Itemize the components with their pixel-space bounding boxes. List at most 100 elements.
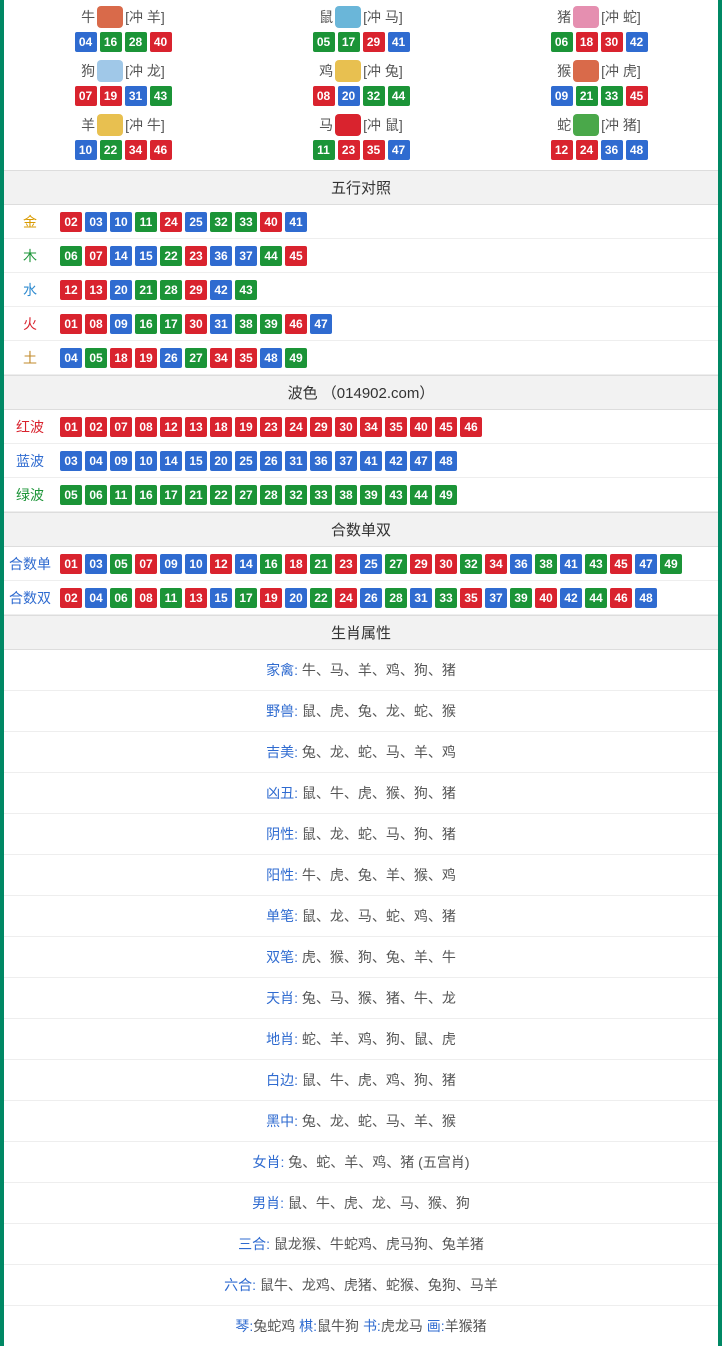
attr-label: 男肖: [252, 1195, 284, 1211]
attr-row: 六合: 鼠牛、龙鸡、虎猪、蛇猴、兔狗、马羊 [4, 1265, 718, 1306]
attr-label: 书: [363, 1318, 381, 1334]
number-badge: 10 [185, 554, 207, 574]
number-badge: 28 [260, 485, 282, 505]
number-badge: 46 [285, 314, 307, 334]
number-badge: 42 [560, 588, 582, 608]
zodiac-conflict: [冲 虎] [601, 61, 641, 81]
number-badge: 04 [75, 32, 97, 52]
row-label: 蓝波 [4, 451, 56, 471]
number-badge: 35 [460, 588, 482, 608]
number-badge: 05 [60, 485, 82, 505]
attr-text: 兔、龙、蛇、马、羊、鸡 [298, 744, 456, 760]
zodiac-animal-icon [573, 6, 599, 28]
number-badge: 04 [85, 451, 107, 471]
attr-text: 虎龙马 [381, 1318, 427, 1334]
number-badge: 34 [210, 348, 232, 368]
zodiac-title: 鼠[冲 马] [242, 6, 480, 28]
attr-row: 三合: 鼠龙猴、牛蛇鸡、虎马狗、兔羊猪 [4, 1224, 718, 1265]
number-badge: 31 [125, 86, 147, 106]
number-badge: 10 [75, 140, 97, 160]
number-badge: 43 [585, 554, 607, 574]
attr-label: 琴: [235, 1318, 253, 1334]
zodiac-numbers: 08203244 [242, 86, 480, 106]
zodiac-name: 马 [319, 115, 333, 135]
number-badge: 05 [313, 32, 335, 52]
attr-text: 牛、虎、兔、羊、猴、鸡 [298, 867, 456, 883]
zodiac-animal-icon [573, 114, 599, 136]
table-row: 金02031011242532334041 [4, 205, 718, 239]
attr-label: 阴性: [266, 826, 298, 842]
attr-row: 家禽: 牛、马、羊、鸡、狗、猪 [4, 650, 718, 691]
number-badge: 13 [85, 280, 107, 300]
page-container: 牛[冲 羊]04162840鼠[冲 马]05172941猪[冲 蛇]061830… [0, 0, 722, 1346]
number-badge: 25 [185, 212, 207, 232]
number-badge: 06 [551, 32, 573, 52]
number-badge: 46 [610, 588, 632, 608]
number-badge: 45 [626, 86, 648, 106]
zodiac-numbers: 06183042 [480, 32, 718, 52]
number-badge: 33 [601, 86, 623, 106]
attr-row: 男肖: 鼠、牛、虎、龙、马、猴、狗 [4, 1183, 718, 1224]
number-badge: 47 [410, 451, 432, 471]
number-badge: 02 [60, 588, 82, 608]
number-badge: 45 [285, 246, 307, 266]
number-badge: 30 [335, 417, 357, 437]
number-badge: 17 [160, 314, 182, 334]
number-badge: 31 [210, 314, 232, 334]
zodiac-numbers: 11233547 [242, 140, 480, 160]
attr-text: 鼠、牛、虎、龙、马、猴、狗 [284, 1195, 470, 1211]
zodiac-cell: 鸡[冲 兔]08203244 [242, 60, 480, 106]
heshu-table: 合数单0103050709101214161821232527293032343… [4, 547, 718, 615]
number-badge: 03 [85, 554, 107, 574]
attr-row: 双笔: 虎、猴、狗、兔、羊、牛 [4, 937, 718, 978]
number-badge: 13 [185, 417, 207, 437]
number-badge: 46 [150, 140, 172, 160]
row-label: 土 [4, 348, 56, 368]
zodiac-title: 蛇[冲 猪] [480, 114, 718, 136]
zodiac-animal-icon [97, 6, 123, 28]
number-badge: 40 [150, 32, 172, 52]
table-row: 土04051819262734354849 [4, 341, 718, 375]
number-badge: 48 [635, 588, 657, 608]
number-badge: 05 [110, 554, 132, 574]
number-badge: 48 [435, 451, 457, 471]
number-badge: 25 [235, 451, 257, 471]
number-badge: 08 [313, 86, 335, 106]
number-badge: 06 [85, 485, 107, 505]
zodiac-title: 猴[冲 虎] [480, 60, 718, 82]
number-badge: 48 [626, 140, 648, 160]
number-badge: 37 [335, 451, 357, 471]
number-badge: 19 [100, 86, 122, 106]
zodiac-cell: 猴[冲 虎]09213345 [480, 60, 718, 106]
row-numbers: 0204060811131517192022242628313335373940… [56, 583, 661, 613]
zodiac-name: 狗 [81, 61, 95, 81]
attr-label: 棋: [299, 1318, 317, 1334]
number-badge: 43 [385, 485, 407, 505]
number-badge: 32 [363, 86, 385, 106]
zodiac-numbers: 04162840 [4, 32, 242, 52]
number-badge: 28 [160, 280, 182, 300]
number-badge: 42 [626, 32, 648, 52]
number-badge: 44 [585, 588, 607, 608]
number-badge: 48 [260, 348, 282, 368]
attr-row: 吉美: 兔、龙、蛇、马、羊、鸡 [4, 732, 718, 773]
number-badge: 24 [285, 417, 307, 437]
attr-row: 天肖: 兔、马、猴、猪、牛、龙 [4, 978, 718, 1019]
number-badge: 18 [210, 417, 232, 437]
number-badge: 04 [85, 588, 107, 608]
number-badge: 41 [285, 212, 307, 232]
number-badge: 12 [551, 140, 573, 160]
number-badge: 30 [601, 32, 623, 52]
table-row: 木06071415222336374445 [4, 239, 718, 273]
row-label: 水 [4, 280, 56, 300]
heshu-header: 合数单双 [4, 512, 718, 547]
number-badge: 23 [260, 417, 282, 437]
number-badge: 28 [385, 588, 407, 608]
number-badge: 30 [435, 554, 457, 574]
number-badge: 05 [85, 348, 107, 368]
number-badge: 20 [110, 280, 132, 300]
attr-label: 画: [427, 1318, 445, 1334]
number-badge: 03 [60, 451, 82, 471]
attr-label: 单笔: [266, 908, 298, 924]
number-badge: 11 [313, 140, 335, 160]
